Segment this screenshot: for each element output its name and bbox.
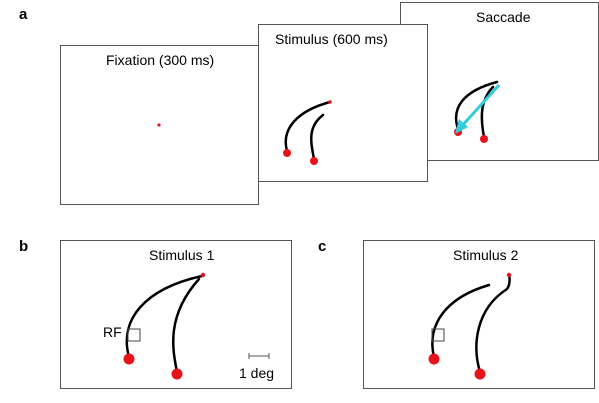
saccade-curve-left <box>454 80 499 131</box>
receptive-field-label: RF <box>103 324 122 340</box>
stimulus-1-curve-left <box>125 274 204 359</box>
panel-label-c: c <box>318 238 327 255</box>
stimulus-fixation-point <box>328 100 332 104</box>
saccade-curve-right <box>480 85 495 139</box>
stimulus-1-curve-right <box>172 277 201 374</box>
stimulus-frame-drawing <box>283 100 332 165</box>
stimulus-curve-left <box>284 100 332 153</box>
stimulus-1-fixation-point <box>200 272 206 278</box>
scale-bar-label: 1 deg <box>239 365 275 381</box>
panel-label-b: b <box>19 238 29 255</box>
stimulus-2-frame: Stimulus 2 <box>363 240 595 389</box>
saccade-frame-title: Saccade <box>476 9 531 25</box>
stimulus-2-fixation-point <box>506 272 512 278</box>
fixation-frame: Fixation (300 ms) <box>60 45 259 205</box>
stimulus-frame: Stimulus (600 ms) <box>258 24 428 182</box>
stimulus-2-drawing <box>428 272 512 380</box>
receptive-field-box-2 <box>431 328 445 342</box>
stimulus-1-drawing <box>123 272 270 380</box>
stimulus-2-target-left <box>428 353 440 365</box>
saccade-arrowhead <box>455 119 468 134</box>
stimulus-2-target-right <box>474 368 486 380</box>
saccade-frame-drawing <box>454 80 501 143</box>
stimulus-2-curve-right <box>475 273 511 374</box>
stimulus-target-left <box>283 149 291 157</box>
stimulus-2-title: Stimulus 2 <box>453 247 519 263</box>
scale-bar <box>248 353 270 359</box>
stimulus-1-frame: Stimulus 1 RF 1 deg <box>60 240 292 389</box>
stimulus-curve-right <box>310 113 325 161</box>
fixation-frame-drawing <box>157 123 161 127</box>
saccade-frame: Saccade <box>400 2 599 161</box>
stimulus-1-target-right <box>171 368 183 380</box>
saccade-target-end <box>480 135 488 143</box>
stimulus-1-target-left <box>123 353 135 365</box>
saccade-arrow-shaft <box>459 83 501 129</box>
receptive-field-box <box>127 328 141 342</box>
stimulus-target-right <box>310 157 318 165</box>
stimulus-1-title: Stimulus 1 <box>149 247 215 263</box>
fixation-point <box>157 123 161 127</box>
stimulus-2-curve-left <box>431 283 491 359</box>
stimulus-frame-title: Stimulus (600 ms) <box>275 31 388 47</box>
panel-label-a: a <box>19 6 28 23</box>
fixation-frame-title: Fixation (300 ms) <box>106 52 215 68</box>
